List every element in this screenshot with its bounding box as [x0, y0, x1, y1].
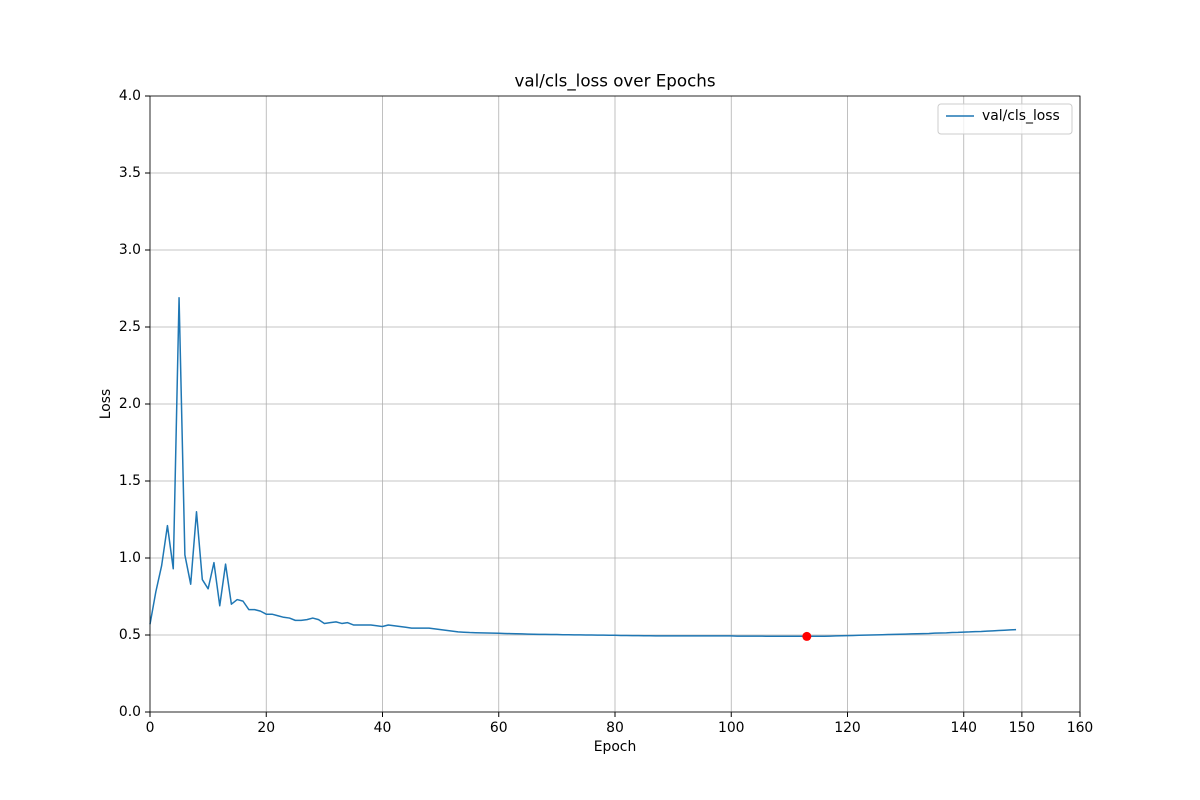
x-tick-label: 120 [834, 720, 861, 736]
y-tick-label: 3.5 [119, 165, 141, 181]
series-line [149, 296, 1017, 638]
best-point [802, 631, 812, 641]
x-axis-label: Epoch [594, 739, 637, 755]
x-tick-label: 0 [146, 720, 155, 736]
x-tick-label: 20 [257, 720, 275, 736]
x-tick-label: 100 [718, 720, 745, 736]
y-tick-label: 1.0 [119, 550, 141, 566]
x-tick-label: 40 [374, 720, 392, 736]
y-axis-label: Loss [98, 389, 114, 419]
y-tick-label: 2.5 [119, 319, 141, 335]
x-tick-label: 60 [490, 720, 508, 736]
x-tick-label: 80 [606, 720, 624, 736]
legend-label: val/cls_loss [982, 108, 1060, 124]
legend-box [937, 103, 1073, 135]
y-tick-label: 3.0 [119, 242, 141, 258]
y-tick-label: 0.5 [119, 627, 141, 643]
x-tick-label: 160 [1067, 720, 1094, 736]
y-tick-label: 4.0 [119, 88, 141, 104]
x-tick-label: 140 [950, 720, 977, 736]
chart-title: val/cls_loss over Epochs [514, 71, 715, 92]
plot-frame [149, 95, 1081, 713]
y-tick-label: 1.5 [119, 473, 141, 489]
y-tick-label: 0.0 [119, 704, 141, 720]
x-tick-label: 150 [1009, 720, 1036, 736]
y-tick-label: 2.0 [119, 396, 141, 412]
